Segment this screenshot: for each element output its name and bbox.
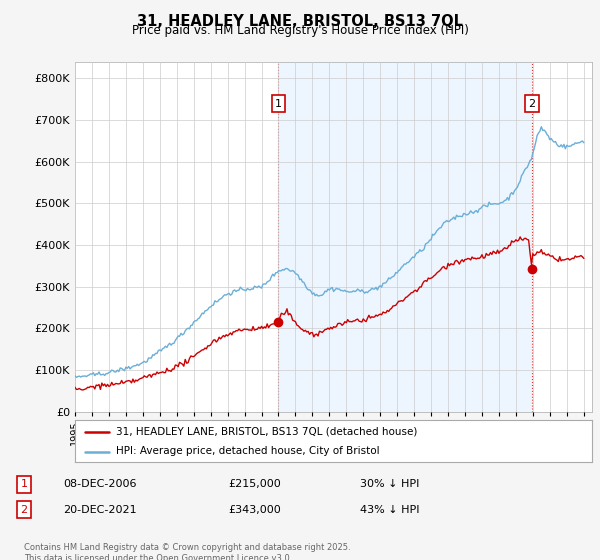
Text: £215,000: £215,000 [228, 479, 281, 489]
Text: 20-DEC-2021: 20-DEC-2021 [63, 505, 137, 515]
Text: £343,000: £343,000 [228, 505, 281, 515]
Text: 31, HEADLEY LANE, BRISTOL, BS13 7QL (detached house): 31, HEADLEY LANE, BRISTOL, BS13 7QL (det… [116, 427, 418, 437]
Text: 2: 2 [529, 99, 536, 109]
Text: Price paid vs. HM Land Registry's House Price Index (HPI): Price paid vs. HM Land Registry's House … [131, 24, 469, 37]
Text: 43% ↓ HPI: 43% ↓ HPI [360, 505, 419, 515]
Text: 08-DEC-2006: 08-DEC-2006 [63, 479, 137, 489]
Bar [278, 62, 532, 412]
Text: 31, HEADLEY LANE, BRISTOL, BS13 7QL: 31, HEADLEY LANE, BRISTOL, BS13 7QL [137, 14, 463, 29]
Text: 30% ↓ HPI: 30% ↓ HPI [360, 479, 419, 489]
Text: Contains HM Land Registry data © Crown copyright and database right 2025.
This d: Contains HM Land Registry data © Crown c… [24, 543, 350, 560]
Text: 2: 2 [20, 505, 28, 515]
Text: HPI: Average price, detached house, City of Bristol: HPI: Average price, detached house, City… [116, 446, 380, 456]
Text: 1: 1 [275, 99, 282, 109]
Text: 1: 1 [20, 479, 28, 489]
